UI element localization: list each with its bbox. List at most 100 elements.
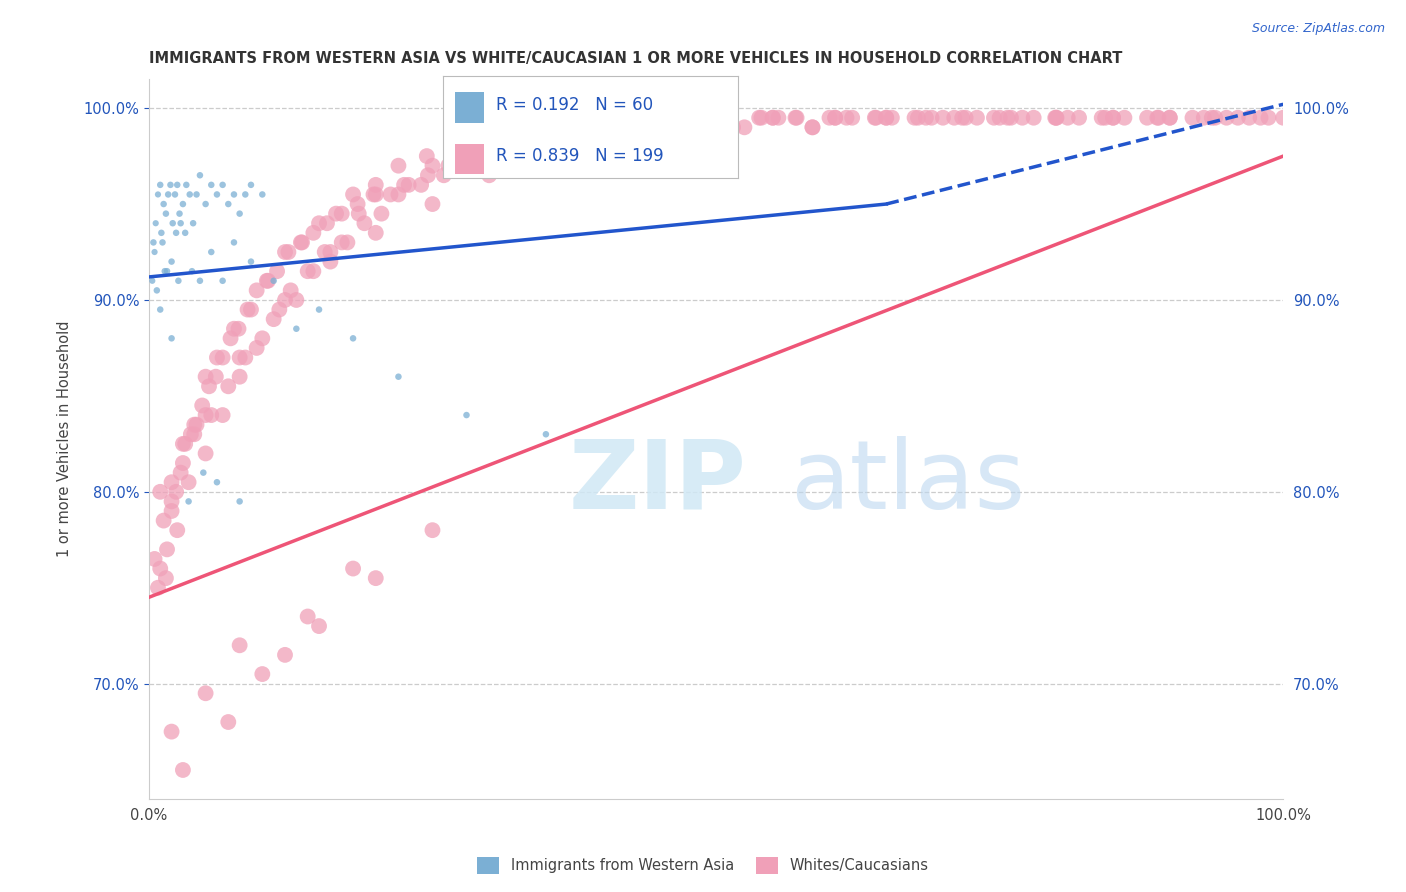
Point	[557, 129, 579, 144]
Point	[626, 111, 648, 125]
Point	[903, 111, 925, 125]
Point	[997, 111, 1019, 125]
Point	[194, 446, 217, 460]
Point	[228, 351, 250, 365]
Point	[786, 111, 808, 125]
Point	[277, 245, 299, 260]
Point	[1159, 111, 1181, 125]
Point	[152, 235, 174, 250]
Point	[330, 235, 353, 250]
Point	[174, 437, 197, 451]
Point	[631, 111, 654, 125]
Point	[314, 245, 336, 260]
Point	[645, 120, 668, 135]
Point	[416, 168, 439, 182]
Point	[456, 408, 478, 422]
Point	[228, 322, 250, 336]
Point	[143, 245, 166, 260]
Point	[456, 159, 478, 173]
Point	[263, 312, 285, 326]
Point	[512, 120, 534, 135]
Point	[433, 168, 456, 182]
Point	[1204, 111, 1226, 125]
Point	[422, 159, 444, 173]
Point	[152, 514, 174, 528]
Point	[907, 111, 929, 125]
Point	[748, 111, 770, 125]
Point	[342, 561, 364, 575]
Point	[176, 178, 198, 192]
Text: ZIP: ZIP	[568, 435, 747, 529]
Point	[180, 427, 202, 442]
Point	[166, 523, 188, 537]
Point	[177, 475, 200, 490]
Point	[546, 111, 568, 125]
Point	[512, 139, 534, 153]
Point	[1022, 111, 1045, 125]
Point	[266, 264, 288, 278]
Point	[534, 129, 557, 144]
Point	[160, 724, 183, 739]
Point	[228, 494, 250, 508]
Point	[149, 178, 172, 192]
Point	[149, 561, 172, 575]
Point	[219, 331, 242, 345]
Point	[308, 619, 330, 633]
Point	[252, 187, 274, 202]
Point	[186, 187, 208, 202]
Point	[506, 129, 529, 144]
Point	[682, 111, 704, 125]
Point	[155, 207, 177, 221]
Point	[824, 111, 846, 125]
Point	[955, 111, 977, 125]
Point	[336, 235, 359, 250]
Point	[422, 523, 444, 537]
Point	[733, 120, 755, 135]
Point	[342, 187, 364, 202]
Point	[387, 187, 409, 202]
Point	[297, 609, 319, 624]
Point	[217, 379, 239, 393]
Point	[163, 187, 186, 202]
Point	[801, 120, 824, 135]
Point	[302, 226, 325, 240]
Point	[932, 111, 955, 125]
Point	[181, 216, 204, 230]
Point	[364, 571, 387, 585]
Point	[762, 111, 785, 125]
Point	[183, 427, 205, 442]
Point	[167, 274, 190, 288]
Point	[217, 197, 239, 211]
Point	[1201, 111, 1223, 125]
Point	[157, 187, 180, 202]
Point	[228, 638, 250, 652]
Point	[204, 369, 226, 384]
Point	[1045, 111, 1067, 125]
Point	[762, 111, 785, 125]
Point	[713, 111, 735, 125]
Point	[1102, 111, 1125, 125]
Point	[392, 178, 415, 192]
Point	[155, 571, 177, 585]
Point	[160, 494, 183, 508]
Point	[156, 542, 179, 557]
Point	[481, 149, 503, 163]
Point	[1056, 111, 1078, 125]
Point	[194, 408, 217, 422]
Point	[450, 149, 472, 163]
Point	[648, 120, 671, 135]
Point	[1067, 111, 1090, 125]
Point	[228, 207, 250, 221]
Point	[297, 264, 319, 278]
Point	[370, 207, 392, 221]
Point	[347, 207, 370, 221]
Point	[149, 484, 172, 499]
Point	[444, 139, 467, 153]
Point	[290, 235, 312, 250]
Point	[162, 216, 184, 230]
Point	[768, 111, 790, 125]
Bar	[454, 144, 484, 174]
Point	[146, 284, 169, 298]
Point	[165, 484, 187, 499]
Point	[1094, 111, 1116, 125]
